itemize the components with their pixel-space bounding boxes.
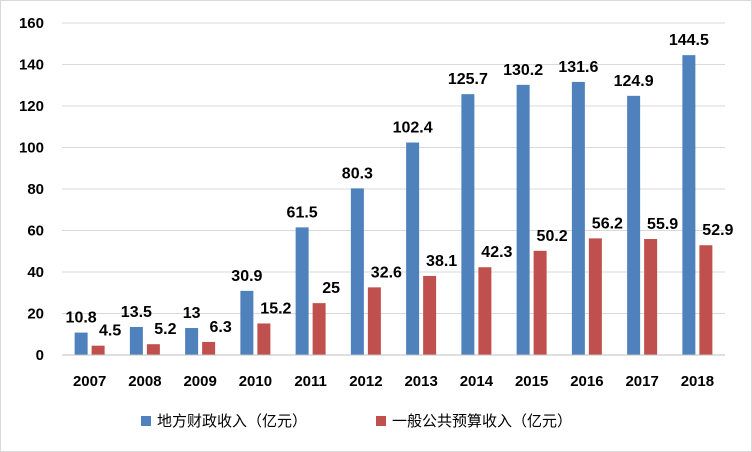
legend: 地方财政收入（亿元） 一般公共预算收入（亿元） <box>141 412 572 430</box>
bar-series-2 <box>312 303 326 355</box>
data-label-series-2: 32.6 <box>371 264 402 281</box>
bar-series-1 <box>571 81 585 356</box>
bar-series-2 <box>644 239 658 355</box>
data-label-series-1: 30.9 <box>231 268 262 285</box>
bar-series-1 <box>406 142 420 355</box>
data-label-series-2: 15.2 <box>260 300 291 317</box>
data-label-series-2: 38.1 <box>426 253 457 270</box>
data-label-series-1: 125.7 <box>448 71 488 88</box>
bar-series-2 <box>91 345 105 355</box>
legend-label-series-1: 地方财政收入（亿元） <box>157 412 307 430</box>
x-tick-label: 2013 <box>404 373 437 390</box>
x-tick-label: 2010 <box>239 373 272 390</box>
bar-series-2 <box>533 250 547 355</box>
bar-series-2 <box>202 341 216 355</box>
x-tick-label: 2018 <box>681 373 714 390</box>
data-label-series-2: 25 <box>322 280 340 297</box>
data-label-series-1: 131.6 <box>558 59 598 76</box>
data-label-series-2: 52.9 <box>702 222 733 239</box>
y-tick-label: 80 <box>27 181 44 198</box>
bar-series-1 <box>516 84 530 356</box>
bar-series-2 <box>588 238 602 355</box>
bar-series-2 <box>699 245 713 355</box>
bar-series-1 <box>682 55 696 355</box>
legend-swatch-series-2 <box>376 416 386 426</box>
bar-series-1 <box>627 95 641 356</box>
data-label-series-2: 42.3 <box>481 244 512 261</box>
data-labels: 10.84.513.55.2 13 6.3 30.9 15.2 61.5 25 80.3 32.… <box>66 32 734 340</box>
x-tick-label: 2014 <box>460 373 494 390</box>
bars <box>74 55 713 356</box>
legend-swatch-series-1 <box>141 416 151 426</box>
bar-series-1 <box>461 94 475 356</box>
y-tick-label: 160 <box>19 15 44 32</box>
y-tick-label: 40 <box>27 264 44 281</box>
bar-series-1 <box>185 328 199 355</box>
data-label-series-1: 102.4 <box>393 120 433 137</box>
y-tick-label: 140 <box>19 57 44 74</box>
bar-series-1 <box>74 332 88 355</box>
x-tick-label: 2008 <box>128 373 161 390</box>
data-label-series-1: 13.5 <box>121 304 152 321</box>
data-label-series-2: 55.9 <box>647 216 678 233</box>
y-axis-ticks: 0 20 40 60 80 100 120 140 160 <box>19 15 44 364</box>
x-tick-label: 2016 <box>570 373 603 390</box>
y-tick-label: 100 <box>19 140 44 157</box>
bar-series-2 <box>423 275 437 355</box>
bar-series-2 <box>367 287 381 355</box>
x-tick-label: 2007 <box>73 373 106 390</box>
x-axis: 2007 2008 2009 2010 2011 2012 2013 2014 2015 2016… <box>62 354 725 390</box>
bar-series-2 <box>257 323 271 355</box>
data-label-series-1: 130.2 <box>503 62 543 79</box>
y-tick-label: 0 <box>36 347 44 364</box>
bar-series-2 <box>146 344 160 355</box>
x-tick-label: 2012 <box>349 373 382 390</box>
data-label-series-1: 144.5 <box>669 32 709 49</box>
y-tick-label: 60 <box>27 223 44 240</box>
bar-series-1 <box>129 326 143 355</box>
data-label-series-2: 50.2 <box>537 228 568 245</box>
x-tick-label: 2009 <box>183 373 216 390</box>
x-tick-label: 2017 <box>625 373 658 390</box>
bar-series-1 <box>350 188 364 355</box>
data-label-series-2: 5.2 <box>154 321 176 338</box>
gridlines <box>62 22 725 314</box>
y-tick-label: 20 <box>27 306 44 323</box>
data-label-series-2: 56.2 <box>592 215 623 232</box>
legend-label-series-2: 一般公共预算收入（亿元） <box>392 412 572 430</box>
data-label-series-1: 10.8 <box>66 310 97 327</box>
x-tick-label: 2011 <box>294 373 327 390</box>
bar-series-1 <box>295 227 309 355</box>
bar-series-2 <box>478 267 492 355</box>
data-label-series-2: 6.3 <box>210 319 232 336</box>
data-label-series-2: 4.5 <box>99 323 121 340</box>
data-label-series-1: 80.3 <box>342 165 373 182</box>
data-label-series-1: 13 <box>183 305 201 322</box>
data-label-series-1: 124.9 <box>614 73 654 90</box>
data-label-series-1: 61.5 <box>287 204 318 221</box>
x-tick-label: 2015 <box>515 373 548 390</box>
y-tick-label: 120 <box>19 98 44 115</box>
bar-series-1 <box>240 290 254 355</box>
